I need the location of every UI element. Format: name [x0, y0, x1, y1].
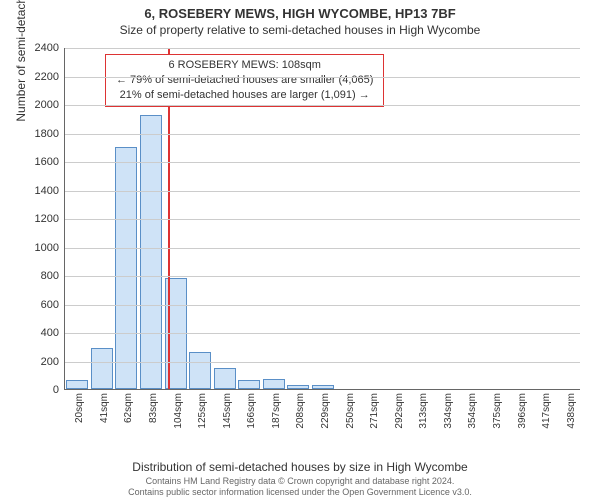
x-tick-label: 145sqm	[222, 393, 233, 429]
y-tick-label: 2000	[35, 99, 65, 111]
histogram-bar	[214, 368, 236, 389]
grid-line	[65, 248, 580, 249]
x-tick-label: 229sqm	[320, 393, 331, 429]
y-tick-label: 1600	[35, 156, 65, 168]
x-tick-label: 41sqm	[99, 393, 110, 423]
grid-line	[65, 105, 580, 106]
y-tick-label: 1800	[35, 128, 65, 140]
x-tick-label: 417sqm	[541, 393, 552, 429]
y-tick-label: 0	[53, 384, 65, 396]
grid-line	[65, 134, 580, 135]
callout-line-1: 6 ROSEBERY MEWS: 108sqm	[116, 58, 373, 73]
x-tick-label: 438sqm	[566, 393, 577, 429]
x-tick-label: 187sqm	[271, 393, 282, 429]
footer-line-2: Contains public sector information licen…	[0, 487, 600, 498]
histogram-bar	[140, 115, 162, 389]
grid-line	[65, 305, 580, 306]
x-tick-label: 375sqm	[492, 393, 503, 429]
grid-line	[65, 162, 580, 163]
y-tick-label: 1200	[35, 213, 65, 225]
y-tick-label: 400	[41, 327, 65, 339]
grid-line	[65, 191, 580, 192]
grid-line	[65, 362, 580, 363]
y-tick-label: 1400	[35, 185, 65, 197]
grid-line	[65, 48, 580, 49]
page-subtitle: Size of property relative to semi-detach…	[0, 21, 600, 41]
callout-box: 6 ROSEBERY MEWS: 108sqm ← 79% of semi-de…	[105, 54, 384, 107]
x-tick-label: 208sqm	[295, 393, 306, 429]
grid-line	[65, 77, 580, 78]
footer: Contains HM Land Registry data © Crown c…	[0, 476, 600, 498]
y-axis-label: Number of semi-detached properties	[14, 0, 28, 122]
chart-area: 6 ROSEBERY MEWS: 108sqm ← 79% of semi-de…	[64, 48, 580, 390]
histogram-bar	[263, 379, 285, 389]
x-tick-label: 313sqm	[418, 393, 429, 429]
footer-line-1: Contains HM Land Registry data © Crown c…	[0, 476, 600, 487]
y-tick-label: 200	[41, 356, 65, 368]
x-tick-label: 334sqm	[443, 393, 454, 429]
plot: 6 ROSEBERY MEWS: 108sqm ← 79% of semi-de…	[64, 48, 580, 390]
y-tick-label: 800	[41, 270, 65, 282]
histogram-bar	[66, 380, 88, 389]
x-tick-label: 125sqm	[197, 393, 208, 429]
x-tick-label: 292sqm	[394, 393, 405, 429]
histogram-bar	[287, 385, 309, 389]
grid-line	[65, 219, 580, 220]
histogram-bar	[238, 380, 260, 389]
callout-line-3: 21% of semi-detached houses are larger (…	[116, 88, 373, 103]
x-tick-label: 20sqm	[74, 393, 85, 423]
x-tick-label: 104sqm	[173, 393, 184, 429]
histogram-bar	[189, 352, 211, 389]
x-tick-label: 166sqm	[246, 393, 257, 429]
grid-line	[65, 276, 580, 277]
x-tick-label: 83sqm	[148, 393, 159, 423]
x-tick-label: 271sqm	[369, 393, 380, 429]
page-title: 6, ROSEBERY MEWS, HIGH WYCOMBE, HP13 7BF	[0, 0, 600, 21]
x-tick-label: 396sqm	[517, 393, 528, 429]
y-tick-label: 2200	[35, 71, 65, 83]
histogram-bar	[91, 348, 113, 389]
y-tick-label: 600	[41, 299, 65, 311]
callout-line-2: ← 79% of semi-detached houses are smalle…	[116, 73, 373, 88]
x-tick-label: 354sqm	[467, 393, 478, 429]
x-tick-label: 250sqm	[345, 393, 356, 429]
x-tick-label: 62sqm	[123, 393, 134, 423]
grid-line	[65, 333, 580, 334]
y-tick-label: 2400	[35, 42, 65, 54]
x-axis-label: Distribution of semi-detached houses by …	[0, 460, 600, 474]
histogram-bar	[115, 147, 137, 389]
histogram-bar	[312, 385, 334, 389]
y-tick-label: 1000	[35, 242, 65, 254]
